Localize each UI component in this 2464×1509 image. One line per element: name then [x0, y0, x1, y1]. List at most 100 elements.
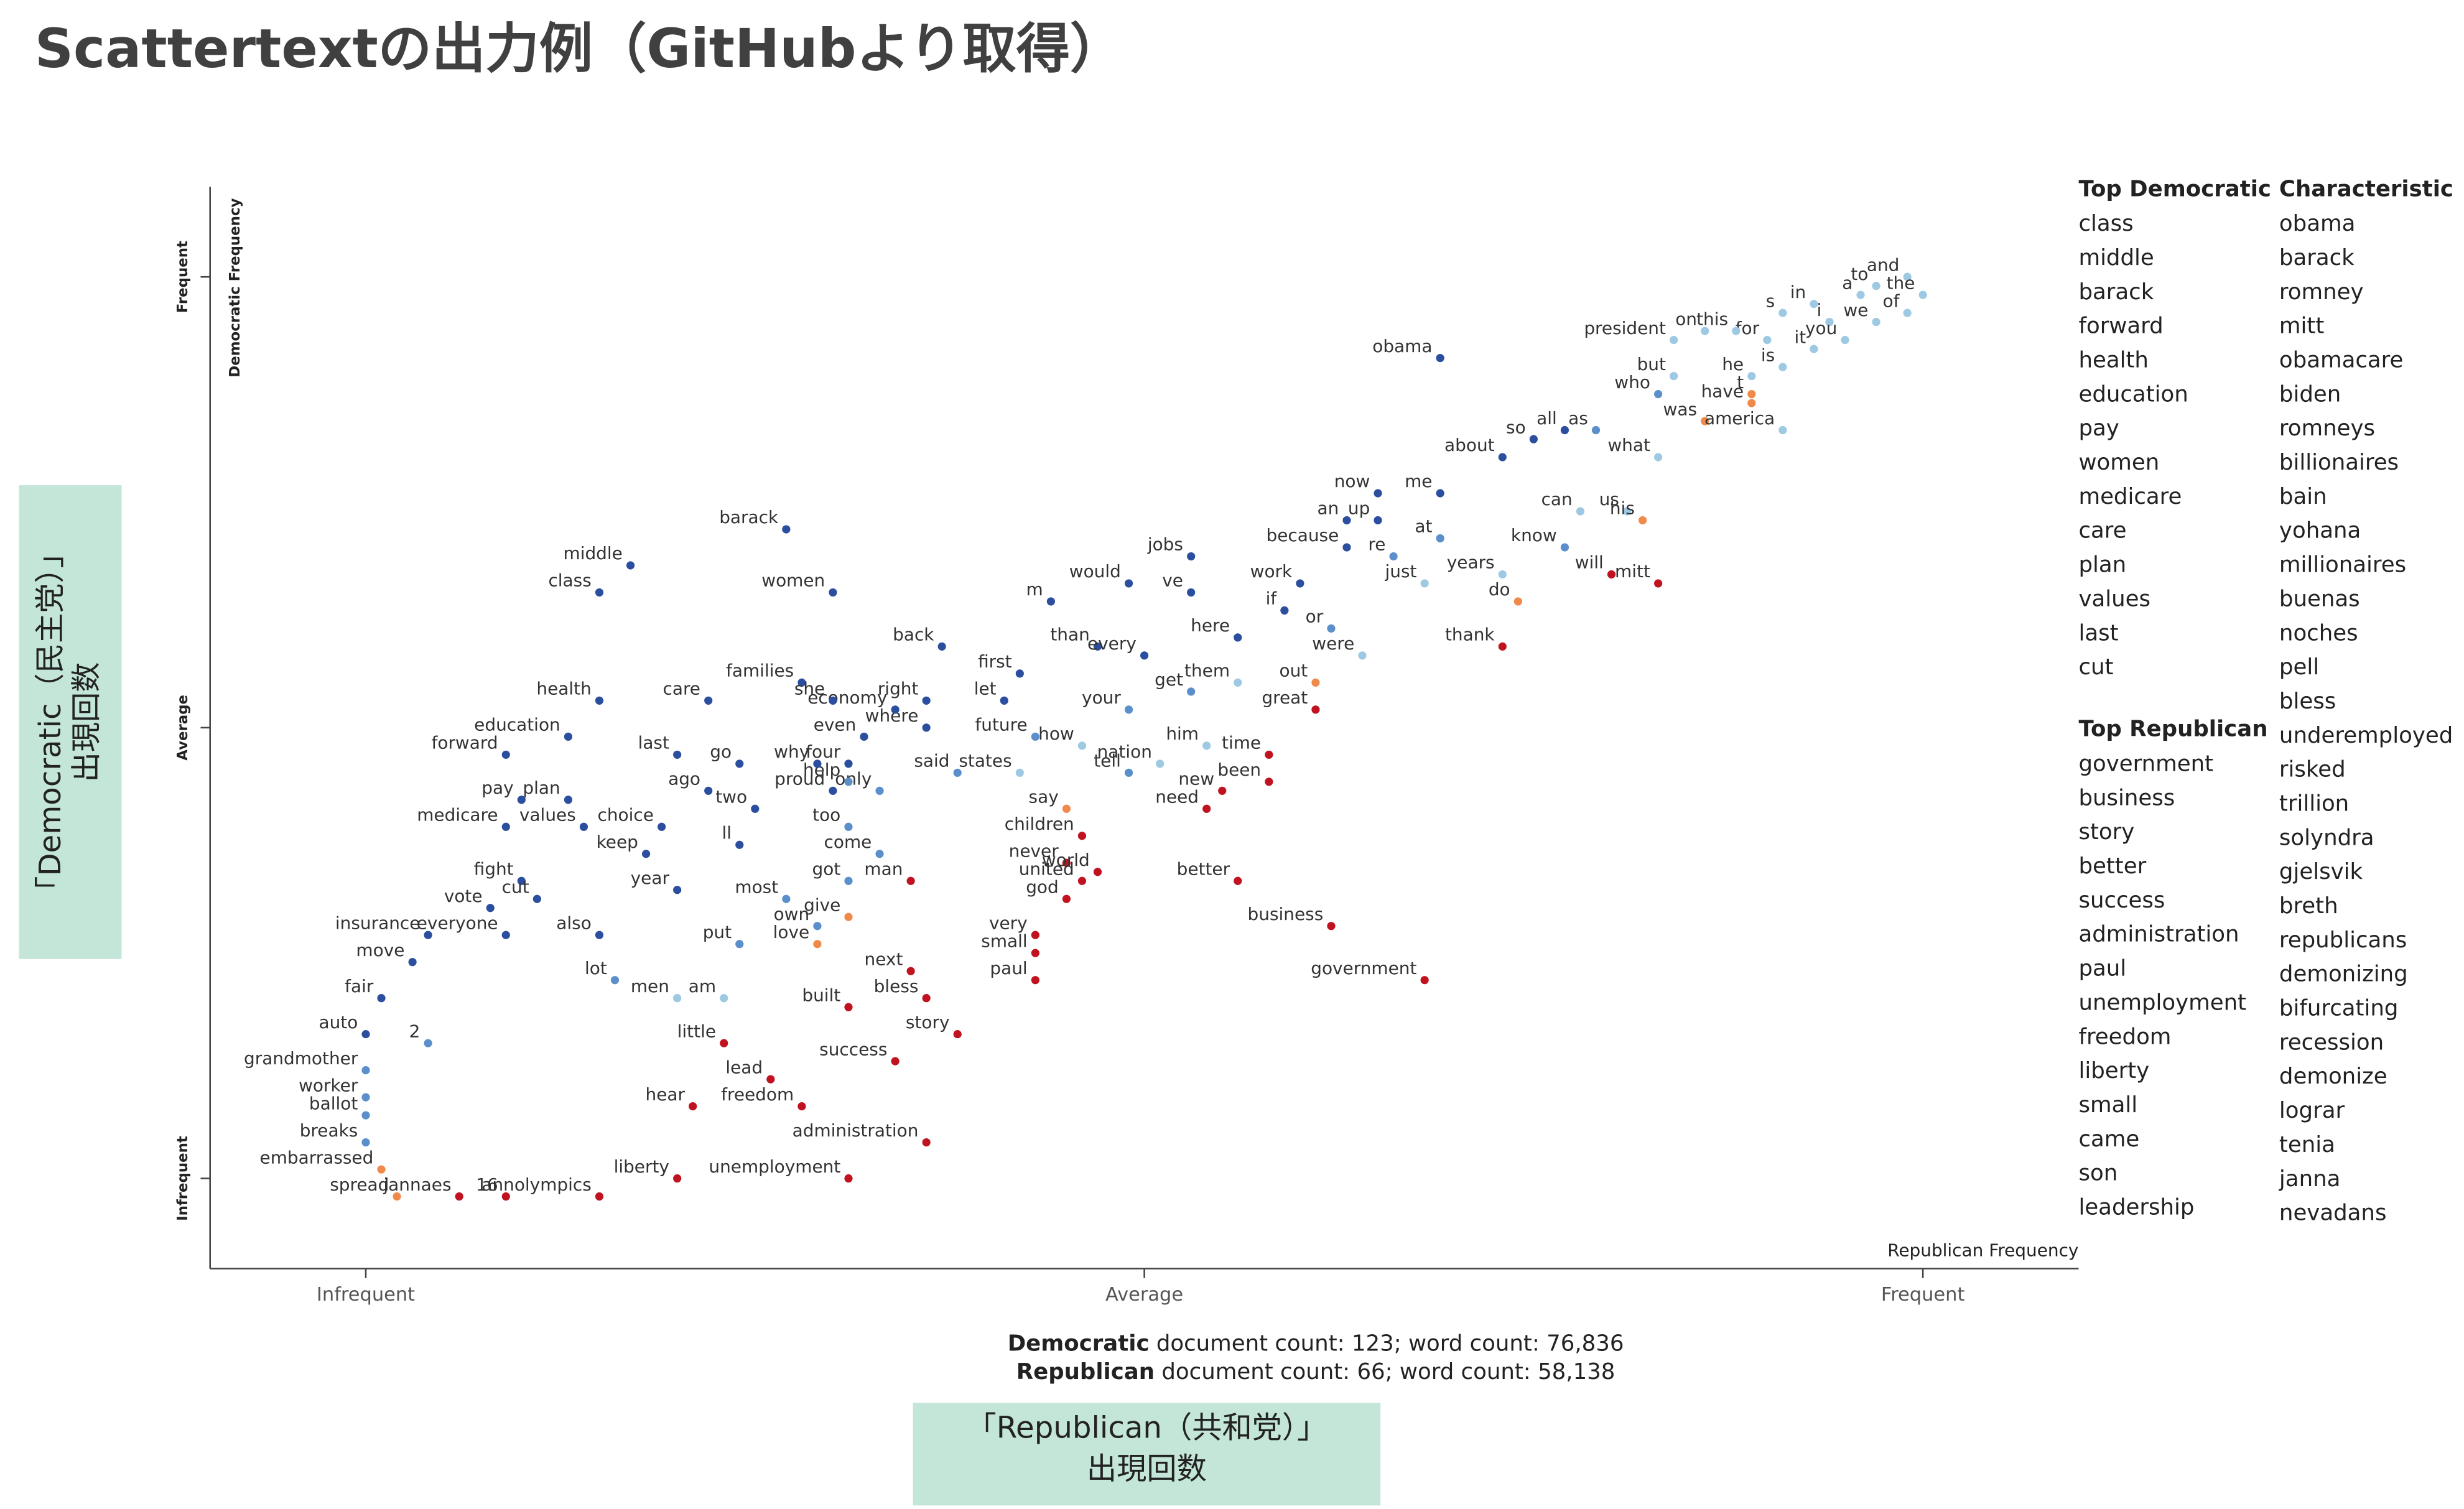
point [1498, 453, 1507, 462]
point [486, 904, 495, 912]
point [1124, 768, 1133, 777]
point [1918, 290, 1927, 299]
list-item: demonizing [2279, 962, 2408, 987]
point-label: annolympics [481, 1174, 591, 1195]
list-item: breth [2279, 893, 2338, 919]
point-label: middle [564, 543, 623, 564]
point-label: own [774, 904, 810, 924]
y-axis-title: Democratic Frequency [227, 198, 243, 378]
point [782, 525, 791, 534]
list-item: nevadans [2279, 1200, 2387, 1226]
point [1187, 552, 1196, 561]
point [813, 922, 822, 931]
point [1015, 669, 1024, 678]
point-label: unemployment [709, 1156, 840, 1177]
point-label: than [1050, 624, 1089, 645]
point-label: now [1334, 471, 1370, 491]
point [953, 1030, 962, 1039]
point [829, 696, 837, 705]
point-label: he [1722, 354, 1744, 374]
point-label: them [1184, 661, 1230, 681]
point [1763, 335, 1772, 345]
point [1778, 309, 1787, 317]
x-axis-title: Republican Frequency [1887, 1240, 2078, 1261]
point-label: obama [1372, 336, 1432, 356]
point-label: work [1250, 561, 1293, 582]
point-label: put [703, 922, 732, 942]
point [1015, 768, 1024, 777]
y-label-box [19, 485, 122, 959]
point-label: health [536, 679, 591, 699]
point [1810, 345, 1818, 353]
list-item: story [2078, 819, 2134, 845]
point [377, 1165, 386, 1174]
point [1747, 399, 1756, 407]
list-item: buenas [2279, 586, 2360, 611]
list-title: Characteristic [2279, 176, 2453, 202]
point-label: give [804, 894, 840, 915]
list-item: obamacare [2279, 348, 2403, 373]
point [704, 696, 713, 705]
point-label: lot [585, 958, 607, 978]
point-label: your [1082, 687, 1121, 708]
point-label: re [1368, 534, 1385, 555]
point-label: world [1042, 850, 1090, 870]
point [1234, 678, 1242, 687]
point [1513, 597, 1522, 606]
point-label: hear [646, 1084, 686, 1105]
point [1436, 534, 1444, 543]
list-item: business [2078, 785, 2175, 810]
point-label: have [1701, 381, 1744, 401]
point-label: small [981, 931, 1027, 951]
list-item: risked [2279, 757, 2346, 782]
title: Scattertextの出力例（GitHubより取得） [35, 18, 1124, 80]
word-lists: Top Democratic class middle barack forward he… [2078, 176, 2453, 1225]
point-label: in [1790, 282, 1806, 302]
y-tick-label: Infrequent [175, 1136, 191, 1221]
point-label: ballot [309, 1093, 358, 1113]
point-label: she [794, 679, 825, 699]
list-item: billionaires [2279, 450, 2399, 475]
point [937, 642, 946, 651]
point [517, 876, 526, 885]
point [1202, 804, 1211, 813]
point-label: up [1348, 498, 1370, 519]
list-item: pell [2279, 654, 2319, 680]
point-label: am [689, 976, 716, 996]
point [1311, 678, 1320, 687]
point-label: say [1029, 787, 1059, 807]
point [953, 768, 962, 777]
point [1747, 389, 1756, 399]
point-label: can [1541, 489, 1573, 509]
point [844, 912, 853, 921]
point-label: of [1882, 290, 1900, 311]
point-label: thank [1445, 624, 1495, 645]
point [704, 786, 713, 795]
point [1124, 705, 1133, 714]
list-item: recession [2279, 1029, 2384, 1055]
point-label: mitt [1615, 561, 1650, 582]
point [1031, 949, 1039, 957]
list-item: obama [2279, 211, 2355, 236]
list-item: class [2078, 211, 2133, 236]
point [844, 759, 853, 768]
point [875, 786, 884, 795]
point [829, 588, 837, 597]
list-item: biden [2279, 381, 2341, 407]
point-label: how [1038, 723, 1074, 744]
list-item: values [2078, 586, 2150, 611]
point-label: for [1736, 318, 1760, 338]
point-label: 16 [476, 1174, 498, 1195]
point [720, 1039, 728, 1047]
point [501, 822, 510, 831]
point [1062, 804, 1071, 813]
point-label: business [1248, 904, 1324, 924]
point [579, 822, 588, 831]
x-label-box [913, 1403, 1381, 1506]
point [891, 1057, 900, 1066]
point [424, 931, 432, 939]
point [361, 1138, 370, 1147]
point-label: ve [1162, 570, 1183, 591]
point-label: barack [719, 507, 779, 527]
list-item: romney [2279, 279, 2364, 305]
